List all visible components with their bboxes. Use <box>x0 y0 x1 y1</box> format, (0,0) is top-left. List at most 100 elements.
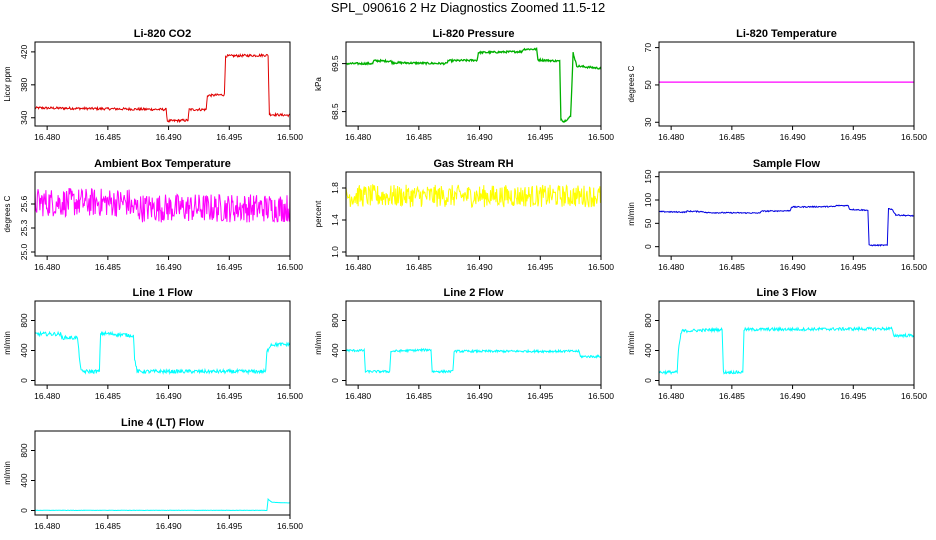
series-line <box>34 187 291 223</box>
x-tick-label: 16.485 <box>406 391 432 401</box>
y-tick-label: 400 <box>19 343 29 357</box>
plot-frame <box>658 41 915 127</box>
y-tick-label: 800 <box>643 313 653 327</box>
x-tick-label: 16.495 <box>527 391 553 401</box>
x-tick-label: 16.495 <box>216 391 242 401</box>
plot-frame <box>658 171 915 257</box>
y-axis-label: ml/min <box>627 331 636 355</box>
x-tick-label: 16.500 <box>588 262 614 272</box>
y-tick-label: 100 <box>643 193 653 207</box>
x-tick-label: 16.485 <box>406 132 432 142</box>
y-axis-label: Licor ppm <box>3 66 12 101</box>
chart-title: Ambient Box Temperature <box>94 158 231 170</box>
x-tick-label: 16.485 <box>719 391 745 401</box>
chart-title: Sample Flow <box>753 158 821 170</box>
y-axis-label: degrees C <box>3 195 12 232</box>
x-tick-label: 16.480 <box>345 391 371 401</box>
chart-panel-8: Line 2 Flow ml/min 16.480 16.485 16.490 16.49… <box>314 287 614 401</box>
x-tick-label: 16.495 <box>527 132 553 142</box>
x-tick-label: 16.480 <box>34 262 60 272</box>
x-tick-label: 16.490 <box>780 391 806 401</box>
y-axis-label: kPa <box>314 77 323 91</box>
plot-frame <box>345 41 602 127</box>
x-tick-label: 16.480 <box>34 521 60 531</box>
x-tick-label: 16.495 <box>840 391 866 401</box>
x-tick-label: 16.495 <box>216 262 242 272</box>
y-tick-label: 50 <box>643 80 653 90</box>
series-line <box>34 497 290 512</box>
y-tick-label: 1.4 <box>330 214 340 226</box>
y-tick-label: 150 <box>643 169 653 183</box>
y-tick-label: 0 <box>643 378 653 383</box>
y-tick-label: 0 <box>19 378 29 383</box>
chart-panel-5: Gas Stream RH percent 16.480 16.485 16.490 16… <box>314 158 614 272</box>
y-tick-label: 400 <box>643 343 653 357</box>
y-tick-label: 25.6 <box>19 195 29 212</box>
x-tick-label: 16.495 <box>527 262 553 272</box>
chart-title: Li-820 Temperature <box>736 28 837 40</box>
y-tick-label: 70 <box>643 43 653 53</box>
x-tick-label: 16.485 <box>95 262 121 272</box>
x-tick-label: 16.490 <box>156 391 182 401</box>
x-tick-label: 16.480 <box>34 391 60 401</box>
x-tick-label: 16.500 <box>901 262 927 272</box>
x-tick-label: 16.495 <box>216 132 242 142</box>
y-tick-label: 30 <box>643 117 653 127</box>
chart-title: Li-820 Pressure <box>433 28 515 40</box>
y-tick-label: 1.8 <box>330 182 340 194</box>
y-tick-label: 25.3 <box>19 219 29 236</box>
y-tick-label: 0 <box>643 244 653 249</box>
y-tick-label: 800 <box>19 313 29 327</box>
y-tick-label: 800 <box>330 313 340 327</box>
x-tick-label: 16.485 <box>95 521 121 531</box>
chart-panel-9: Line 3 Flow ml/min 16.480 16.485 16.490 16.49… <box>627 287 927 401</box>
y-axis-label: ml/min <box>3 461 12 485</box>
chart-panel-1: Li-820 CO2 Licor ppm 16.480 16.485 16.490 16.… <box>3 28 303 142</box>
y-tick-label: 420 <box>19 45 29 59</box>
chart-title: Line 4 (LT) Flow <box>121 417 204 429</box>
y-axis-label: ml/min <box>627 202 636 226</box>
y-tick-label: 400 <box>330 343 340 357</box>
plot-frame <box>658 300 915 386</box>
x-tick-label: 16.490 <box>467 132 493 142</box>
x-tick-label: 16.480 <box>658 132 684 142</box>
plot-frame <box>345 171 602 257</box>
y-tick-label: 340 <box>19 110 29 124</box>
plot-frame <box>34 41 291 127</box>
series-line <box>658 204 915 247</box>
y-tick-label: 380 <box>19 77 29 91</box>
series-line <box>34 330 291 376</box>
x-tick-label: 16.490 <box>467 391 493 401</box>
x-tick-label: 16.485 <box>95 132 121 142</box>
series-line <box>658 325 914 376</box>
plot-frame <box>345 300 602 386</box>
y-axis-label: degrees C <box>627 65 636 102</box>
x-tick-label: 16.495 <box>840 262 866 272</box>
x-tick-label: 16.480 <box>658 262 684 272</box>
x-tick-label: 16.485 <box>719 132 745 142</box>
series-line <box>345 46 602 123</box>
x-tick-label: 16.490 <box>780 262 806 272</box>
x-tick-label: 16.490 <box>156 262 182 272</box>
x-tick-label: 16.495 <box>840 132 866 142</box>
x-tick-label: 16.500 <box>277 132 303 142</box>
y-tick-label: 400 <box>19 473 29 487</box>
x-tick-label: 16.500 <box>588 391 614 401</box>
x-tick-label: 16.500 <box>277 521 303 531</box>
chart-panel-7: Line 1 Flow ml/min 16.480 16.485 16.490 16.49… <box>3 287 303 401</box>
x-tick-label: 16.490 <box>156 521 182 531</box>
x-tick-label: 16.485 <box>719 262 745 272</box>
series-line <box>345 183 602 208</box>
y-tick-label: 68.5 <box>330 103 340 120</box>
y-tick-label: 25.0 <box>19 243 29 260</box>
plot-frame <box>34 171 291 257</box>
x-tick-label: 16.490 <box>467 262 493 272</box>
x-tick-label: 16.500 <box>901 391 927 401</box>
chart-title: Gas Stream RH <box>433 158 513 170</box>
x-tick-label: 16.490 <box>780 132 806 142</box>
y-tick-label: 0 <box>330 378 340 383</box>
x-tick-label: 16.500 <box>901 132 927 142</box>
y-axis-label: ml/min <box>3 331 12 355</box>
x-tick-label: 16.480 <box>345 262 371 272</box>
